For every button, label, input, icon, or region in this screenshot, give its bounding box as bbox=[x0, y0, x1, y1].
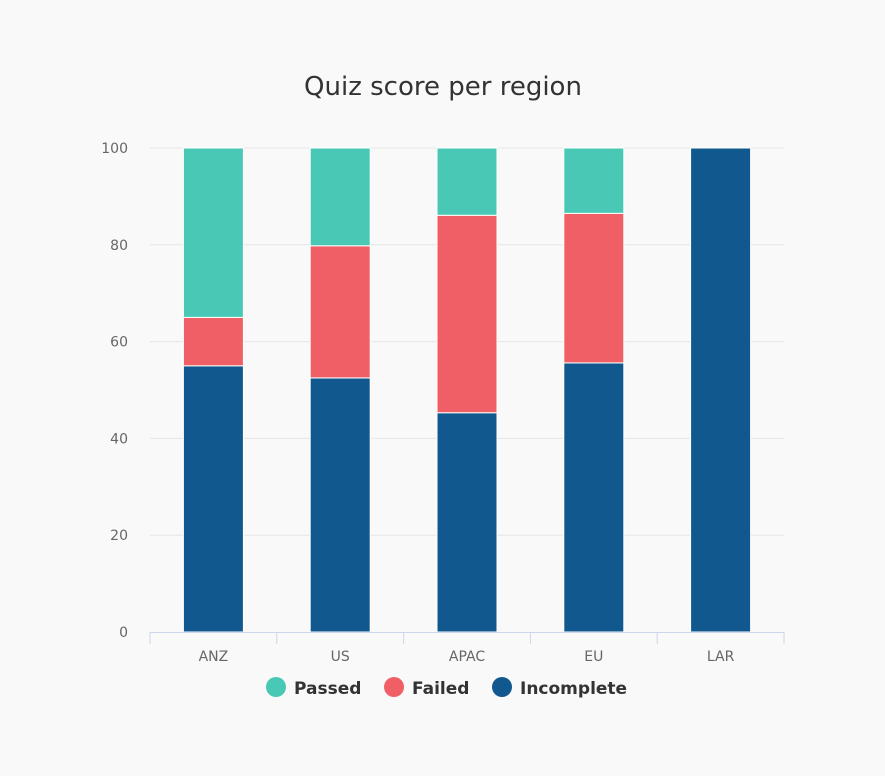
y-tick-label: 100 bbox=[101, 141, 128, 157]
legend-marker bbox=[384, 677, 404, 697]
x-tick-label: EU bbox=[584, 649, 603, 665]
legend[interactable]: Passed Failed Incomplete bbox=[266, 677, 627, 699]
bar-segment-failed-apac[interactable] bbox=[436, 214, 498, 414]
bar-segment-passed-eu[interactable] bbox=[563, 147, 625, 214]
legend-marker bbox=[266, 677, 286, 697]
y-tick-label: 20 bbox=[110, 528, 128, 544]
bar-segment-passed-apac[interactable] bbox=[436, 147, 498, 216]
bar-segment-incomplete-apac[interactable] bbox=[436, 412, 498, 633]
x-axis: ANZ US APAC EU LAR bbox=[149, 632, 785, 665]
legend-item-incomplete[interactable]: Incomplete bbox=[492, 677, 627, 699]
legend-marker bbox=[492, 677, 512, 697]
y-tick-label: 0 bbox=[119, 625, 128, 641]
legend-label: Failed bbox=[412, 679, 469, 699]
y-tick-label: 60 bbox=[110, 335, 128, 351]
bar-segment-failed-us[interactable] bbox=[309, 245, 371, 379]
bar-segment-passed-anz[interactable] bbox=[182, 147, 244, 318]
bar-segment-passed-us[interactable] bbox=[309, 147, 371, 247]
legend-item-failed[interactable]: Failed bbox=[384, 677, 469, 699]
legend-label: Incomplete bbox=[520, 679, 627, 699]
bar-segment-incomplete-us[interactable] bbox=[309, 377, 371, 633]
bar-segment-failed-anz[interactable] bbox=[182, 316, 244, 367]
bar-segment-incomplete-lar[interactable] bbox=[690, 147, 752, 633]
bar-segment-failed-eu[interactable] bbox=[563, 212, 625, 364]
y-tick-label: 80 bbox=[110, 238, 128, 254]
legend-label: Passed bbox=[294, 679, 361, 699]
y-axis: 0 20 40 60 80 100 bbox=[101, 141, 128, 641]
legend-item-passed[interactable]: Passed bbox=[266, 677, 361, 699]
chart-title: Quiz score per region bbox=[304, 72, 582, 102]
bars bbox=[182, 147, 752, 633]
y-tick-label: 40 bbox=[110, 431, 128, 447]
x-tick-label: LAR bbox=[707, 649, 735, 665]
x-tick-label: US bbox=[331, 649, 350, 665]
x-tick-label: APAC bbox=[449, 649, 485, 665]
bar-segment-incomplete-eu[interactable] bbox=[563, 362, 625, 633]
x-tick-label: ANZ bbox=[199, 649, 229, 665]
bar-segment-incomplete-anz[interactable] bbox=[182, 365, 244, 633]
